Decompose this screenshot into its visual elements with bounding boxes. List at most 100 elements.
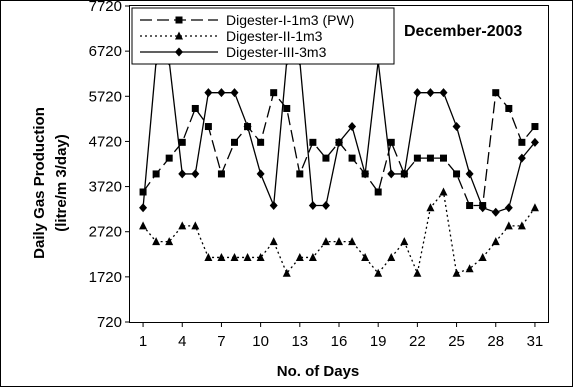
legend-marker bbox=[175, 47, 183, 57]
data-point bbox=[491, 237, 500, 246]
data-point bbox=[256, 252, 265, 261]
data-point bbox=[178, 169, 187, 179]
y-axis-title-2: (litre/m 3/day) bbox=[53, 134, 70, 232]
data-point bbox=[400, 169, 409, 179]
data-point bbox=[191, 221, 200, 230]
data-point bbox=[217, 252, 226, 261]
x-tick-label: 7 bbox=[217, 333, 225, 350]
data-point bbox=[413, 154, 421, 162]
data-point bbox=[152, 237, 161, 246]
data-point bbox=[139, 203, 148, 213]
series-line bbox=[142, 91, 536, 207]
data-point bbox=[348, 154, 356, 162]
data-point bbox=[217, 170, 225, 178]
data-point bbox=[257, 138, 265, 146]
data-point bbox=[217, 88, 226, 98]
data-point bbox=[413, 88, 422, 98]
x-tick-label: 13 bbox=[291, 333, 308, 350]
x-tick-label: 1 bbox=[139, 333, 147, 350]
series-line bbox=[142, 60, 536, 213]
data-point bbox=[269, 201, 278, 211]
data-point bbox=[204, 252, 213, 261]
y-tick-label: 5720 bbox=[89, 88, 122, 105]
x-axis-title: No. of Days bbox=[277, 363, 360, 380]
x-tick-label: 4 bbox=[178, 333, 186, 350]
x-tick-label: 25 bbox=[448, 333, 465, 350]
data-point bbox=[243, 252, 252, 261]
series-line bbox=[142, 190, 536, 276]
data-point bbox=[270, 89, 278, 97]
data-point bbox=[530, 203, 539, 212]
x-tick-label: 31 bbox=[527, 333, 544, 350]
data-point bbox=[295, 252, 304, 261]
y-axis-title-line1: Daily Gas Production bbox=[31, 107, 48, 259]
x-tick-label: 16 bbox=[331, 333, 348, 350]
data-point bbox=[400, 237, 409, 246]
data-point bbox=[387, 138, 395, 146]
data-point bbox=[387, 252, 396, 261]
data-point bbox=[492, 89, 500, 97]
data-point bbox=[452, 122, 461, 132]
y-tick-label: 1720 bbox=[89, 269, 122, 286]
axis-layer: 720 1720 2720 3720 4720 5720 6720 7720 1 4 7 10 13 16… bbox=[89, 0, 544, 350]
data-point bbox=[504, 221, 513, 230]
data-point bbox=[321, 201, 330, 211]
y-tick-label: 7720 bbox=[89, 0, 122, 15]
data-point bbox=[321, 237, 330, 246]
y-axis-title-line2: (litre/m 3/day) bbox=[53, 134, 70, 232]
data-point bbox=[517, 221, 526, 230]
data-point bbox=[530, 137, 539, 147]
data-point bbox=[231, 138, 238, 146]
legend-label: Digester-II-1m3 bbox=[226, 28, 323, 44]
data-point bbox=[178, 138, 186, 146]
x-tick-label: 22 bbox=[409, 333, 426, 350]
data-point bbox=[440, 154, 447, 162]
legend: Digester-I-1m3 (PW)Digester-II-1m3Digest… bbox=[131, 7, 395, 65]
data-point bbox=[296, 170, 304, 178]
data-point bbox=[361, 252, 370, 261]
data-point bbox=[426, 203, 435, 212]
data-point bbox=[308, 201, 317, 211]
legend-marker bbox=[175, 31, 183, 40]
data-point bbox=[505, 104, 513, 112]
data-point bbox=[439, 187, 448, 196]
y-tick-label: 2720 bbox=[89, 224, 122, 241]
data-point bbox=[465, 264, 474, 273]
data-point bbox=[204, 88, 213, 98]
y-tick-label: 720 bbox=[97, 314, 122, 331]
data-point bbox=[308, 252, 317, 261]
data-point bbox=[191, 104, 199, 112]
data-point bbox=[256, 169, 265, 179]
data-point bbox=[322, 154, 330, 162]
legend-marker bbox=[175, 16, 183, 24]
data-point bbox=[426, 154, 434, 162]
data-point bbox=[491, 207, 500, 217]
legend-label: Digester-III-3m3 bbox=[226, 44, 327, 60]
data-point bbox=[191, 169, 200, 179]
data-point bbox=[374, 188, 382, 196]
data-point bbox=[309, 138, 317, 146]
data-point bbox=[283, 104, 291, 112]
data-point bbox=[152, 170, 160, 178]
data-point bbox=[504, 203, 513, 213]
y-tick-label: 4720 bbox=[89, 133, 122, 150]
data-point bbox=[439, 88, 448, 98]
chart-title: December-2003 bbox=[404, 23, 522, 40]
data-point bbox=[165, 154, 173, 162]
y-tick-label: 3720 bbox=[89, 179, 122, 196]
y-tick-label: 6720 bbox=[89, 43, 122, 60]
data-point bbox=[478, 203, 487, 213]
data-point bbox=[282, 268, 291, 277]
data-point bbox=[204, 123, 212, 131]
data-point bbox=[335, 137, 343, 147]
x-tick-label: 28 bbox=[487, 333, 504, 350]
data-point bbox=[452, 268, 461, 277]
data-point bbox=[413, 268, 422, 277]
data-point bbox=[230, 252, 239, 261]
data-point bbox=[139, 221, 148, 230]
data-point bbox=[139, 188, 147, 196]
data-point bbox=[426, 88, 435, 98]
x-tick-label: 19 bbox=[370, 333, 387, 350]
series-layer bbox=[139, 56, 539, 277]
data-point bbox=[178, 221, 187, 230]
